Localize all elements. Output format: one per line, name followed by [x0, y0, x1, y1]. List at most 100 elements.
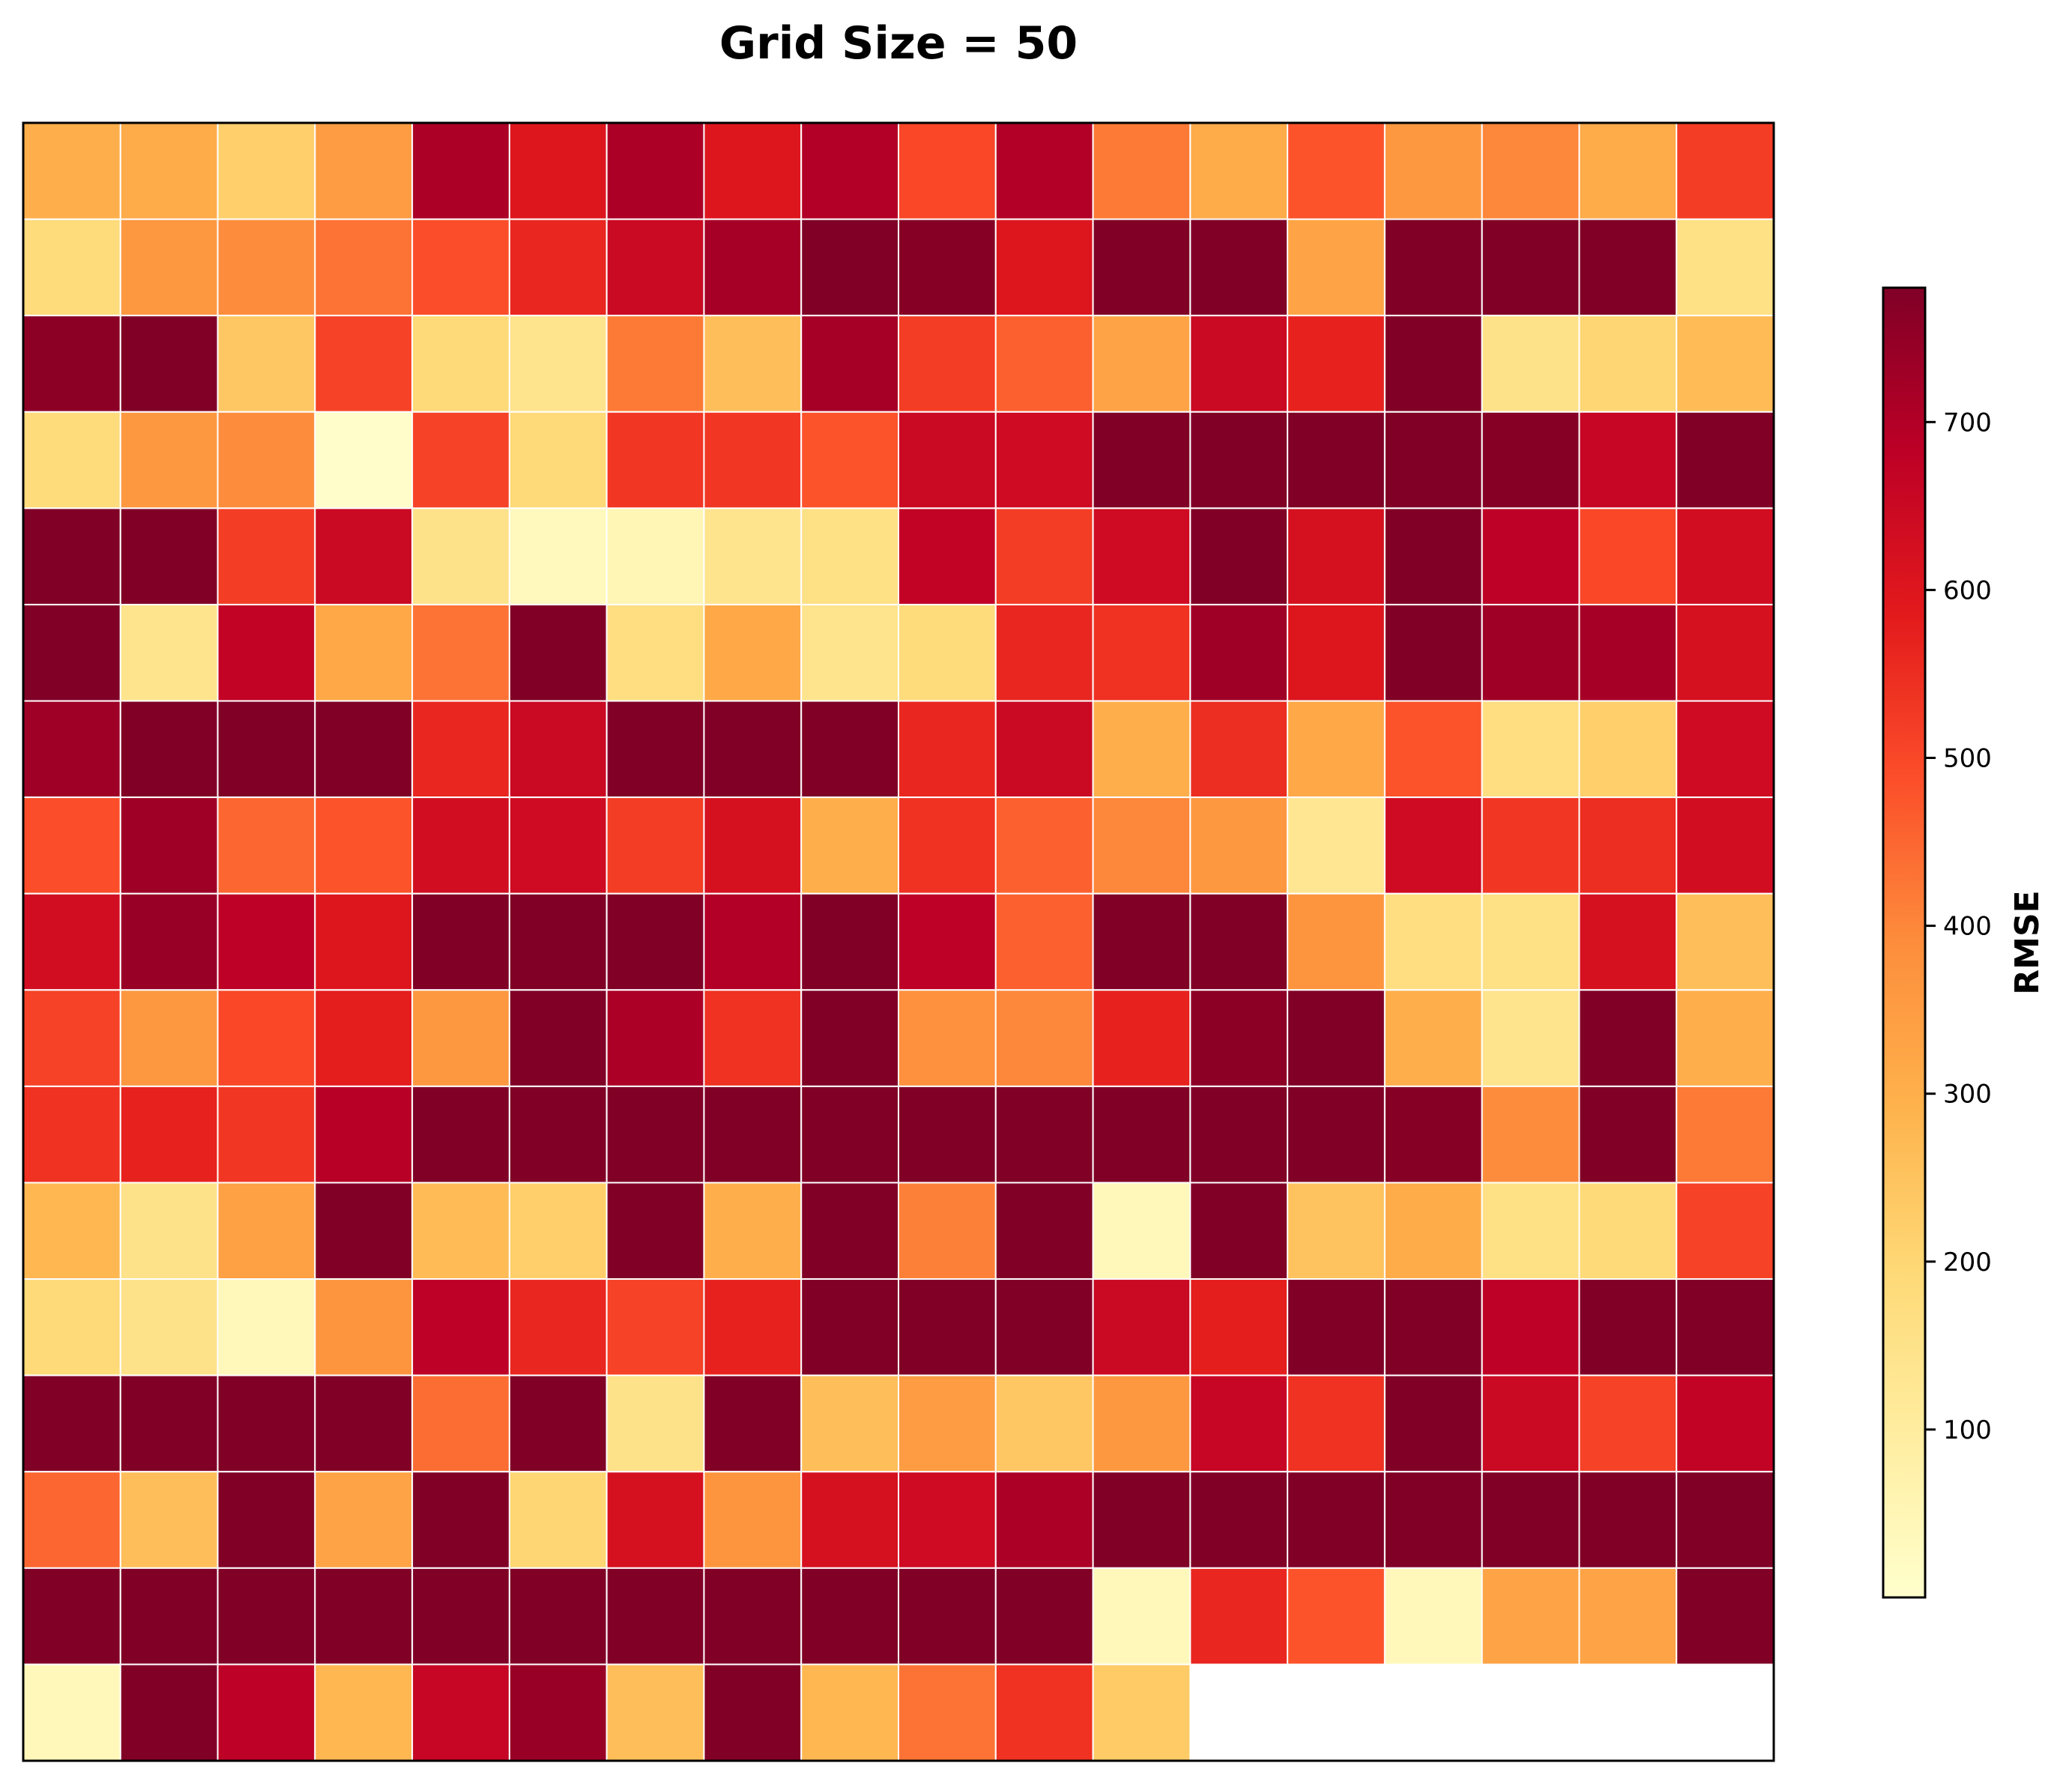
- heatmap-cell: [703, 1471, 803, 1569]
- heatmap-cell: [508, 1567, 608, 1666]
- heatmap-cell: [217, 122, 316, 220]
- heatmap-cell: [1676, 411, 1775, 509]
- heatmap-cell: [22, 1663, 121, 1762]
- heatmap-cell: [1287, 122, 1386, 220]
- heatmap-cell: [411, 1567, 510, 1666]
- heatmap-cell: [605, 1374, 705, 1473]
- heatmap-cell: [22, 1278, 121, 1376]
- heatmap-cell: [703, 1663, 803, 1762]
- heatmap-cell: [1189, 700, 1289, 799]
- heatmap-cell: [508, 796, 608, 895]
- heatmap-cell: [411, 315, 510, 413]
- heatmap-cell: [1383, 1567, 1483, 1666]
- heatmap-cell: [411, 1663, 510, 1762]
- heatmap-cell: [703, 700, 803, 799]
- heatmap-cell: [22, 1085, 121, 1184]
- heatmap-cell: [605, 218, 705, 317]
- heatmap-cell: [1578, 218, 1678, 317]
- colorbar-tick-label: 300: [1943, 1080, 1992, 1110]
- heatmap-cell: [605, 507, 705, 605]
- heatmap-cell: [1189, 892, 1289, 991]
- heatmap-cell: [1578, 411, 1678, 509]
- heatmap-cell: [1189, 122, 1289, 220]
- heatmap-cell: [119, 507, 219, 605]
- heatmap-cell: [605, 1182, 705, 1280]
- heatmap-cell: [898, 989, 997, 1087]
- heatmap-cell: [800, 1085, 899, 1184]
- heatmap-cell: [1287, 1085, 1386, 1184]
- heatmap-cell: [119, 1471, 219, 1569]
- heatmap-cell: [605, 411, 705, 509]
- heatmap-cell: [217, 1182, 316, 1280]
- heatmap-cell: [1676, 218, 1775, 317]
- heatmap-cell: [898, 507, 997, 605]
- heatmap-cell: [605, 1471, 705, 1569]
- heatmap-cell: [800, 1278, 899, 1376]
- heatmap-cell: [119, 603, 219, 702]
- heatmap-cell: [1578, 507, 1678, 605]
- heatmap-cell: [703, 603, 803, 702]
- heatmap-cell: [411, 507, 510, 605]
- heatmap-cell: [994, 411, 1094, 509]
- heatmap-cell: [605, 1567, 705, 1666]
- heatmap-cell: [1287, 411, 1386, 509]
- heatmap-cell: [119, 411, 219, 509]
- colorbar-ticks: 100 200 300 400 500 600 700: [1925, 408, 1992, 1445]
- heatmap-cell: [898, 1278, 997, 1376]
- heatmap-cell: [1287, 1374, 1386, 1473]
- heatmap-cell: [1676, 315, 1775, 413]
- heatmap-cell: [1676, 989, 1775, 1087]
- heatmap-cell: [703, 315, 803, 413]
- heatmap-cell: [1578, 989, 1678, 1087]
- heatmap-cell: [119, 1374, 219, 1473]
- heatmap-cell: [898, 122, 997, 220]
- heatmap-cell: [508, 603, 608, 702]
- heatmap-cell: [411, 1085, 510, 1184]
- heatmap-cell: [508, 892, 608, 991]
- heatmap-cell: [994, 989, 1094, 1087]
- heatmap-cell: [1383, 1374, 1483, 1473]
- heatmap-cell: [1287, 1278, 1386, 1376]
- heatmap-cell: [314, 603, 414, 702]
- heatmap-cell: [314, 989, 414, 1087]
- heatmap-cell: [119, 796, 219, 895]
- heatmap-cell: [119, 122, 219, 220]
- heatmap-cell: [1578, 1085, 1678, 1184]
- heatmap-cell: [898, 1663, 997, 1762]
- heatmap-cell: [1481, 315, 1580, 413]
- heatmap-cell: [217, 411, 316, 509]
- heatmap-cell: [994, 700, 1094, 799]
- heatmap-cell: [1676, 700, 1775, 799]
- heatmap-cell: [1092, 315, 1191, 413]
- heatmap-cell: [22, 989, 121, 1087]
- heatmap-cell: [119, 1182, 219, 1280]
- heatmap-cell: [1383, 989, 1483, 1087]
- heatmap-cell: [1189, 315, 1289, 413]
- heatmap-cell: [508, 122, 608, 220]
- heatmap-cell: [1676, 1471, 1775, 1569]
- heatmap-cell: [1383, 796, 1483, 895]
- heatmap-cell: [217, 1374, 316, 1473]
- heatmap-cell: [1578, 122, 1678, 220]
- heatmap-cell: [800, 1663, 899, 1762]
- colorbar-tick-label: 600: [1943, 575, 1992, 605]
- heatmap-cell: [217, 1663, 316, 1762]
- heatmap-cell: [1189, 989, 1289, 1087]
- heatmap-cell: [800, 411, 899, 509]
- heatmap-cell: [1189, 1567, 1289, 1666]
- heatmap-cell: [1092, 796, 1191, 895]
- heatmap-cell: [800, 1567, 899, 1666]
- heatmap-cell: [217, 796, 316, 895]
- heatmap-cell: [1287, 989, 1386, 1087]
- heatmap-cell: [605, 700, 705, 799]
- colorbar-tick-label: 200: [1943, 1248, 1992, 1277]
- heatmap-cell: [314, 1567, 414, 1666]
- heatmap-cell: [1092, 700, 1191, 799]
- heatmap-cell: [508, 1471, 608, 1569]
- heatmap-cell: [1676, 1567, 1775, 1666]
- heatmap-cell: [1092, 122, 1191, 220]
- chart-title: Grid Size = 50: [719, 17, 1078, 70]
- heatmap-cell: [1676, 1085, 1775, 1184]
- heatmap-cell: [22, 892, 121, 991]
- heatmap-cell: [605, 122, 705, 220]
